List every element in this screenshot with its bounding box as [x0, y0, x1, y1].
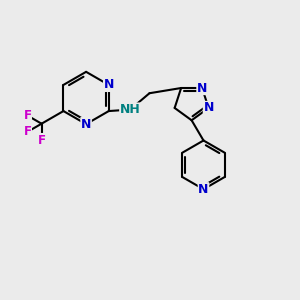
- Text: N: N: [197, 82, 207, 94]
- Text: N: N: [103, 78, 114, 92]
- Text: N: N: [198, 183, 209, 196]
- Text: N: N: [81, 118, 91, 130]
- Text: N: N: [203, 101, 214, 115]
- Text: F: F: [23, 125, 32, 138]
- Text: F: F: [38, 134, 46, 146]
- Text: F: F: [23, 109, 32, 122]
- Text: NH: NH: [120, 103, 140, 116]
